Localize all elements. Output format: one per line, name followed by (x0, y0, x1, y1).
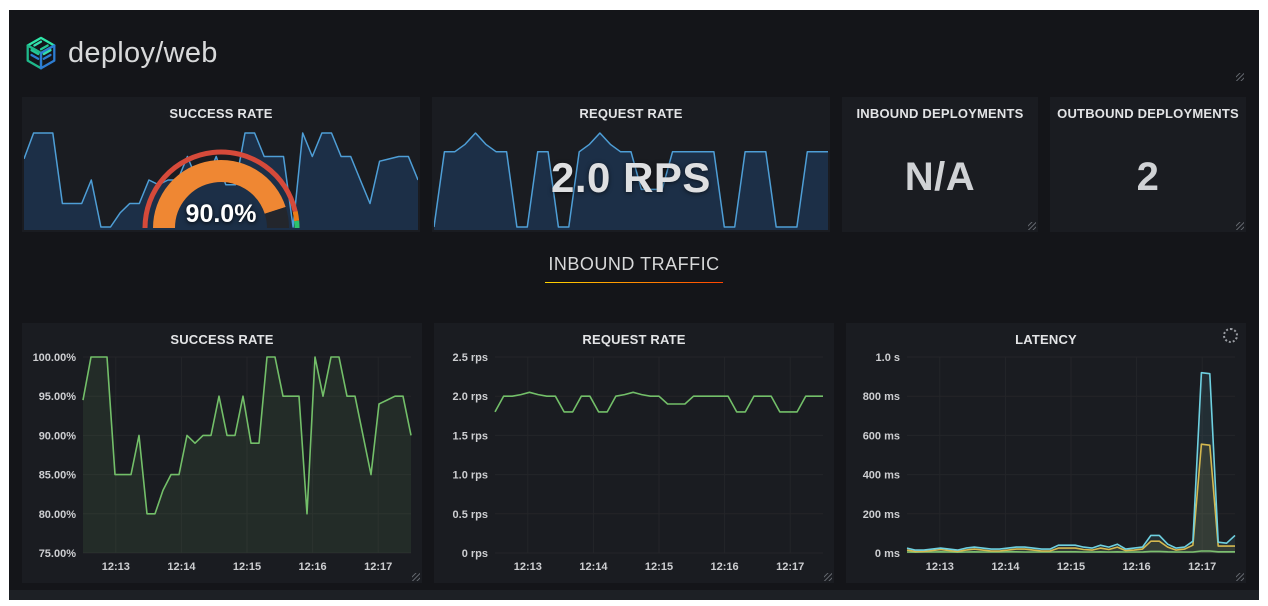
svg-text:12:17: 12:17 (776, 561, 804, 573)
dashboard-header: deploy/web (22, 10, 1246, 97)
svg-text:12:14: 12:14 (167, 561, 196, 573)
grafana-dashboard: deploy/web SUCCESS RATE 90.0% REQUEST RA… (9, 10, 1259, 600)
svg-text:12:14: 12:14 (579, 561, 608, 573)
resize-handle[interactable] (412, 573, 420, 581)
svg-text:0 ms: 0 ms (875, 548, 900, 560)
svg-text:12:13: 12:13 (102, 561, 130, 573)
svg-text:100.00%: 100.00% (33, 352, 77, 364)
svg-text:12:15: 12:15 (1057, 561, 1085, 573)
panel-title[interactable]: SUCCESS RATE (169, 106, 273, 121)
panel-inbound-deployments: INBOUND DEPLOYMENTS N/A (842, 97, 1038, 232)
svg-text:600 ms: 600 ms (863, 430, 900, 442)
stat-value: 2.0 RPS (551, 154, 711, 201)
row-title-underline (545, 282, 723, 283)
svg-text:12:17: 12:17 (364, 561, 392, 573)
svg-text:75.00%: 75.00% (39, 548, 77, 560)
svg-text:90.00%: 90.00% (39, 430, 77, 442)
row-inbound-traffic[interactable]: INBOUND TRAFFIC (545, 254, 723, 283)
request-rate-chart[interactable]: 2.5 rps 2.0 rps 1.5 rps 1.0 rps 0.5 rps 0 rps… (435, 349, 833, 579)
gauge-arc (142, 149, 300, 229)
latency-chart[interactable]: 1.0 s 800 ms 600 ms 400 ms 200 ms 0 ms 12:13 12… (847, 349, 1245, 579)
svg-text:200 ms: 200 ms (863, 509, 900, 521)
gauge-value: 90.0% (185, 200, 257, 228)
resize-handle[interactable] (1236, 222, 1244, 230)
panel-title[interactable]: LATENCY (1015, 332, 1077, 347)
svg-text:2.0 rps: 2.0 rps (453, 391, 488, 403)
panel-request-rate-chart: REQUEST RATE 2.5 rps 2.0 rps 1.5 rps 1.0 rp… (434, 323, 834, 583)
panel-title[interactable]: REQUEST RATE (579, 106, 683, 121)
stat-value: N/A (904, 155, 976, 199)
svg-text:12:13: 12:13 (926, 561, 954, 573)
svg-text:1.0 rps: 1.0 rps (453, 470, 488, 482)
panel-success-rate-gauge: SUCCESS RATE 90.0% (22, 97, 420, 232)
panel-latency-chart: LATENCY 1.0 s 800 ms 600 ms 400 ms 200 ms 0 m… (846, 323, 1246, 583)
resize-handle[interactable] (824, 573, 832, 581)
loading-spinner-icon (1223, 328, 1238, 343)
success-rate-chart[interactable]: 100.00% 95.00% 90.00% 85.00% 80.00% 75.00% 12:… (23, 349, 421, 579)
panel-title[interactable]: OUTBOUND DEPLOYMENTS (1057, 106, 1239, 121)
svg-text:12:15: 12:15 (233, 561, 261, 573)
stat-value: 2 (1136, 155, 1160, 199)
panel-success-rate-chart: SUCCESS RATE 100.00% 95.00% 90.00% 85.00% 80… (22, 323, 422, 583)
svg-text:2.5 rps: 2.5 rps (453, 352, 488, 364)
svg-text:80.00%: 80.00% (39, 509, 77, 521)
svg-text:1.0 s: 1.0 s (876, 352, 900, 364)
svg-text:12:13: 12:13 (514, 561, 542, 573)
svg-text:800 ms: 800 ms (863, 391, 900, 403)
svg-text:0.5 rps: 0.5 rps (453, 509, 488, 521)
svg-text:85.00%: 85.00% (39, 470, 77, 482)
top-stat-row: SUCCESS RATE 90.0% REQUEST RATE 2.0 RPS … (22, 97, 1246, 232)
svg-text:95.00%: 95.00% (39, 391, 77, 403)
svg-text:12:16: 12:16 (1123, 561, 1151, 573)
resize-handle[interactable] (1236, 73, 1244, 81)
resize-handle[interactable] (1236, 573, 1244, 581)
svg-text:12:15: 12:15 (645, 561, 673, 573)
row-title-block: INBOUND TRAFFIC (22, 232, 1246, 323)
resize-handle[interactable] (1028, 222, 1036, 230)
panel-request-rate-stat: REQUEST RATE 2.0 RPS (432, 97, 830, 232)
svg-text:12:17: 12:17 (1188, 561, 1216, 573)
svg-text:1.5 rps: 1.5 rps (453, 430, 488, 442)
svg-text:12:14: 12:14 (991, 561, 1020, 573)
deploy-cube-logo-icon (26, 36, 56, 69)
request-rate-sparkline (434, 132, 828, 230)
svg-text:0 rps: 0 rps (462, 548, 488, 560)
panel-outbound-deployments: OUTBOUND DEPLOYMENTS 2 (1050, 97, 1246, 232)
next-row-partial-panel (9, 590, 1259, 600)
panel-title[interactable]: REQUEST RATE (582, 332, 686, 347)
row-title: INBOUND TRAFFIC (548, 254, 720, 274)
svg-text:12:16: 12:16 (299, 561, 327, 573)
page-title: deploy/web (68, 37, 218, 69)
panel-title[interactable]: SUCCESS RATE (170, 332, 274, 347)
svg-text:12:16: 12:16 (711, 561, 739, 573)
success-rate-gauge: 90.0% (131, 128, 311, 232)
bottom-chart-row: SUCCESS RATE 100.00% 95.00% 90.00% 85.00% 80… (22, 323, 1246, 583)
svg-text:400 ms: 400 ms (863, 470, 900, 482)
panel-title[interactable]: INBOUND DEPLOYMENTS (856, 106, 1024, 121)
